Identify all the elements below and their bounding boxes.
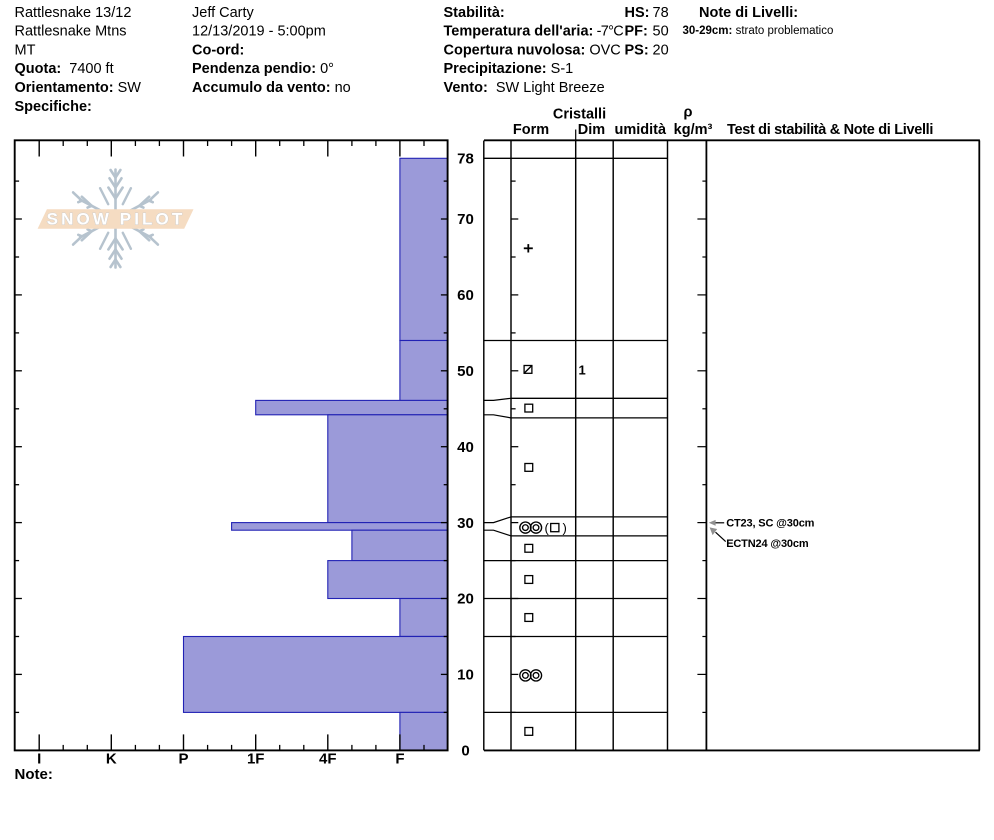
svg-text:20: 20 [457,591,474,608]
svg-text:umidità: umidità [615,122,667,138]
svg-text:MT: MT [15,42,36,58]
svg-text:Quota: 7400 ft: Quota: 7400 ft [15,61,114,77]
svg-text:Note:: Note: [15,766,53,783]
svg-text:Note di Livelli:: Note di Livelli: [699,5,798,21]
svg-text:HS:: HS: [625,5,650,21]
svg-text:P: P [178,751,188,768]
svg-text:Form: Form [513,122,549,138]
svg-text:70: 70 [457,211,474,228]
svg-text:30: 30 [457,515,474,532]
svg-text:CT23, SC @30cm: CT23, SC @30cm [726,518,814,530]
svg-text:30-29cm: strato problematico: 30-29cm: strato problematico [683,25,834,37]
svg-text:Cristalli: Cristalli [553,107,606,123]
svg-text:Specifiche:: Specifiche: [15,99,92,115]
svg-text:I: I [37,751,41,768]
svg-text:Vento: SW Light Breeze: Vento: SW Light Breeze [444,80,605,96]
svg-text:Rattlesnake Mtns: Rattlesnake Mtns [15,24,127,40]
svg-text:12/13/2019 - 5:00pm: 12/13/2019 - 5:00pm [192,24,326,40]
svg-text:K: K [106,751,117,768]
svg-text:ρ: ρ [684,105,693,121]
svg-text:1: 1 [579,362,586,377]
svg-text:Temperatura dell'aria: -7°C: Temperatura dell'aria: -7°C [444,24,624,40]
svg-text:78: 78 [457,151,474,168]
svg-text:Jeff Carty: Jeff Carty [192,5,255,21]
svg-text:40: 40 [457,439,474,456]
svg-text:Dim: Dim [578,122,605,138]
svg-text:kg/m³: kg/m³ [674,122,713,138]
svg-text:F: F [395,751,404,768]
svg-text:50: 50 [457,363,474,380]
svg-text:PS:: PS: [625,42,649,58]
svg-text:20: 20 [653,42,669,58]
svg-text:1F: 1F [247,751,265,768]
svg-text:Copertura nuvolosa: OVC: Copertura nuvolosa: OVC [444,42,621,58]
svg-text:60: 60 [457,287,474,304]
svg-text:PF:: PF: [625,24,648,40]
svg-text:Precipitazione: S-1: Precipitazione: S-1 [444,61,574,77]
svg-text:SNOW PILOT: SNOW PILOT [47,209,186,228]
svg-text:): ) [563,521,567,536]
svg-text:Orientamento: SW: Orientamento: SW [15,80,142,96]
svg-text:10: 10 [457,667,474,684]
svg-text:50: 50 [653,24,669,40]
svg-text:78: 78 [653,5,669,21]
svg-text:ECTN24 @30cm: ECTN24 @30cm [726,538,809,550]
svg-text:4F: 4F [319,751,337,768]
svg-text:Stabilità:: Stabilità: [444,5,505,21]
svg-text:Test di stabilità & Note di Li: Test di stabilità & Note di Livelli [727,122,933,138]
svg-text:0: 0 [461,743,469,760]
svg-text:Pendenza pendio: 0°: Pendenza pendio: 0° [192,61,334,77]
svg-text:(: ( [545,521,550,536]
svg-text:Rattlesnake 13/12: Rattlesnake 13/12 [15,5,132,21]
svg-text:Accumulo da vento: no: Accumulo da vento: no [192,80,351,96]
svg-text:Co-ord:: Co-ord: [192,42,244,58]
